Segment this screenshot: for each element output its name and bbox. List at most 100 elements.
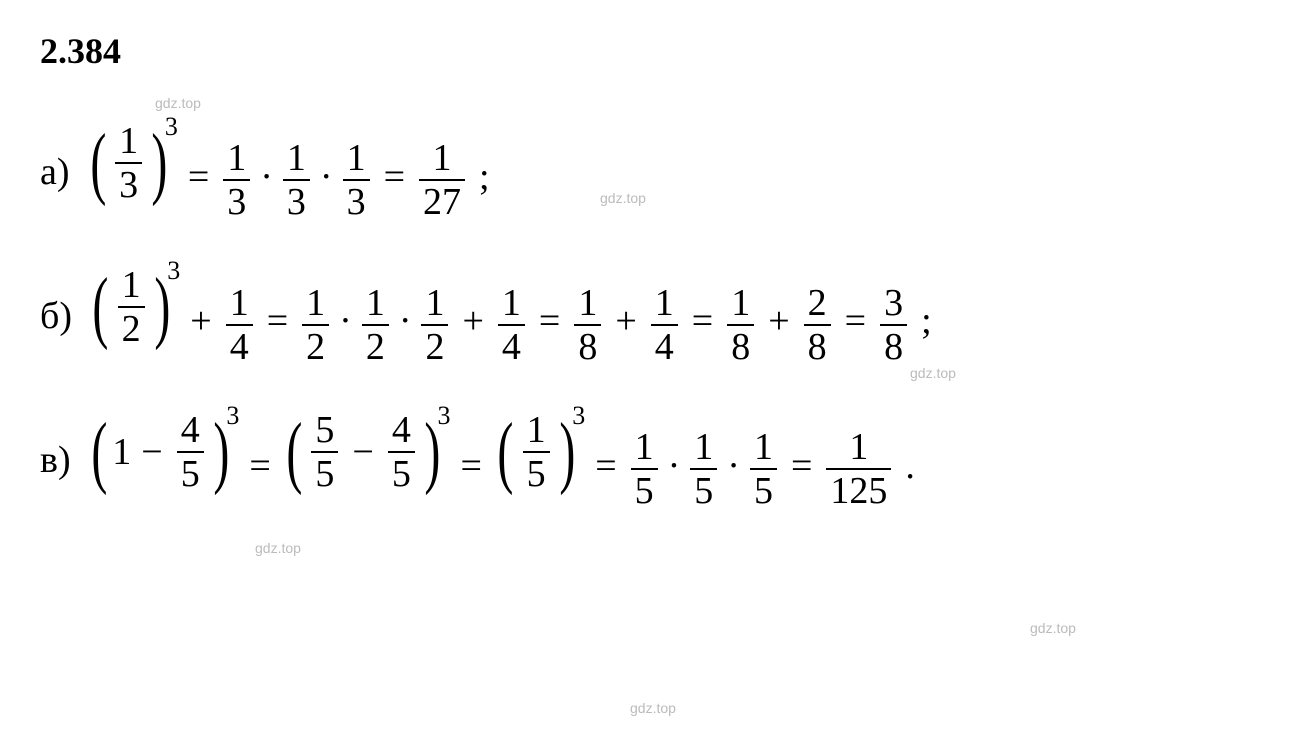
multiply-dot: ·: [260, 156, 273, 198]
operator: =: [460, 445, 481, 487]
denominator: 5: [177, 451, 204, 493]
numerator: 1: [283, 139, 310, 179]
punctuation: ;: [479, 156, 490, 198]
fraction: 15: [523, 411, 550, 493]
numerator: 1: [727, 284, 754, 324]
numerator: 4: [177, 411, 204, 451]
fraction: 55: [311, 411, 338, 493]
math-c: (1−45)3=(55−45)3=(15)3=15·15·15=1125.: [86, 411, 925, 510]
fraction: 45: [388, 411, 415, 493]
fraction: 14: [498, 284, 525, 366]
fraction: 12: [421, 284, 448, 366]
denominator: 3: [115, 162, 142, 204]
paren-right: ): [213, 420, 229, 484]
paren-power: (15)3: [492, 411, 585, 493]
operator: +: [190, 300, 211, 342]
fraction: 13: [223, 139, 250, 221]
label-a: а): [40, 150, 70, 194]
denominator: 5: [311, 451, 338, 493]
fraction: 15: [750, 428, 777, 510]
numerator: 1: [226, 284, 253, 324]
denominator: 27: [419, 179, 465, 221]
operator: =: [595, 445, 616, 487]
document-root: 2.384 а) (13)3=13·13·13=127; б) (12)3+14…: [40, 30, 1259, 510]
operator: =: [267, 300, 288, 342]
label-b: б): [40, 294, 72, 338]
watermark: gdz.top: [910, 365, 956, 381]
punctuation: .: [905, 445, 915, 487]
denominator: 125: [826, 468, 891, 510]
numerator: 1: [302, 284, 329, 324]
denominator: 8: [804, 324, 831, 366]
denominator: 5: [690, 468, 717, 510]
numerator: 1: [115, 122, 142, 162]
fraction: 12: [118, 266, 145, 348]
operator: −: [352, 430, 373, 474]
numerator: 1: [845, 428, 872, 468]
paren-right: ): [152, 131, 168, 195]
multiply-dot: ·: [668, 445, 681, 487]
fraction: 15: [690, 428, 717, 510]
numerator: 1: [690, 428, 717, 468]
denominator: 4: [498, 324, 525, 366]
denominator: 8: [574, 324, 601, 366]
paren-right: ): [424, 420, 440, 484]
fraction: 15: [631, 428, 658, 510]
denominator: 5: [631, 468, 658, 510]
numerator: 1: [223, 139, 250, 179]
fraction: 12: [362, 284, 389, 366]
denominator: 8: [727, 324, 754, 366]
numerator: 1: [523, 411, 550, 451]
operator: =: [249, 445, 270, 487]
multiply-dot: ·: [399, 300, 412, 342]
numerator: 1: [429, 139, 456, 179]
row-c: в) (1−45)3=(55−45)3=(15)3=15·15·15=1125.: [40, 411, 1259, 510]
denominator: 2: [302, 324, 329, 366]
fraction: 1125: [826, 428, 891, 510]
watermark: gdz.top: [255, 540, 301, 556]
paren-left: (: [92, 275, 108, 339]
numerator: 1: [651, 284, 678, 324]
row-b: б) (12)3+14=12·12·12+14=18+14=18+28=38;: [40, 266, 1259, 365]
denominator: 4: [226, 324, 253, 366]
numerator: 1: [118, 266, 145, 306]
paren-right: ): [154, 275, 170, 339]
denominator: 5: [388, 451, 415, 493]
row-a: а) (13)3=13·13·13=127;: [40, 122, 1259, 221]
numerator: 2: [804, 284, 831, 324]
fraction: 13: [115, 122, 142, 204]
paren-right: ): [559, 420, 575, 484]
operator: +: [615, 300, 636, 342]
numerator: 1: [750, 428, 777, 468]
denominator: 2: [362, 324, 389, 366]
watermark: gdz.top: [630, 700, 676, 716]
paren-power: (55−45)3: [281, 411, 451, 493]
operator: =: [539, 300, 560, 342]
fraction: 14: [651, 284, 678, 366]
paren-power: (1−45)3: [86, 411, 240, 493]
fraction: 18: [574, 284, 601, 366]
math-b: (12)3+14=12·12·12+14=18+14=18+28=38;: [87, 266, 942, 365]
numerator: 1: [362, 284, 389, 324]
multiply-dot: ·: [320, 156, 333, 198]
denominator: 3: [223, 179, 250, 221]
fraction: 28: [804, 284, 831, 366]
multiply-dot: ·: [727, 445, 740, 487]
numerator: 1: [498, 284, 525, 324]
paren-power: (13)3: [85, 122, 178, 204]
fraction: 38: [880, 284, 907, 366]
operator: +: [462, 300, 483, 342]
math-a: (13)3=13·13·13=127;: [85, 122, 500, 221]
punctuation: ;: [921, 300, 932, 342]
operator: −: [141, 430, 162, 474]
operator: =: [791, 445, 812, 487]
denominator: 2: [421, 324, 448, 366]
watermark: gdz.top: [1030, 620, 1076, 636]
paren-left: (: [286, 420, 302, 484]
denominator: 4: [651, 324, 678, 366]
watermark: gdz.top: [155, 95, 201, 111]
fraction: 18: [727, 284, 754, 366]
paren-left: (: [497, 420, 513, 484]
fraction: 127: [419, 139, 465, 221]
numerator: 5: [311, 411, 338, 451]
